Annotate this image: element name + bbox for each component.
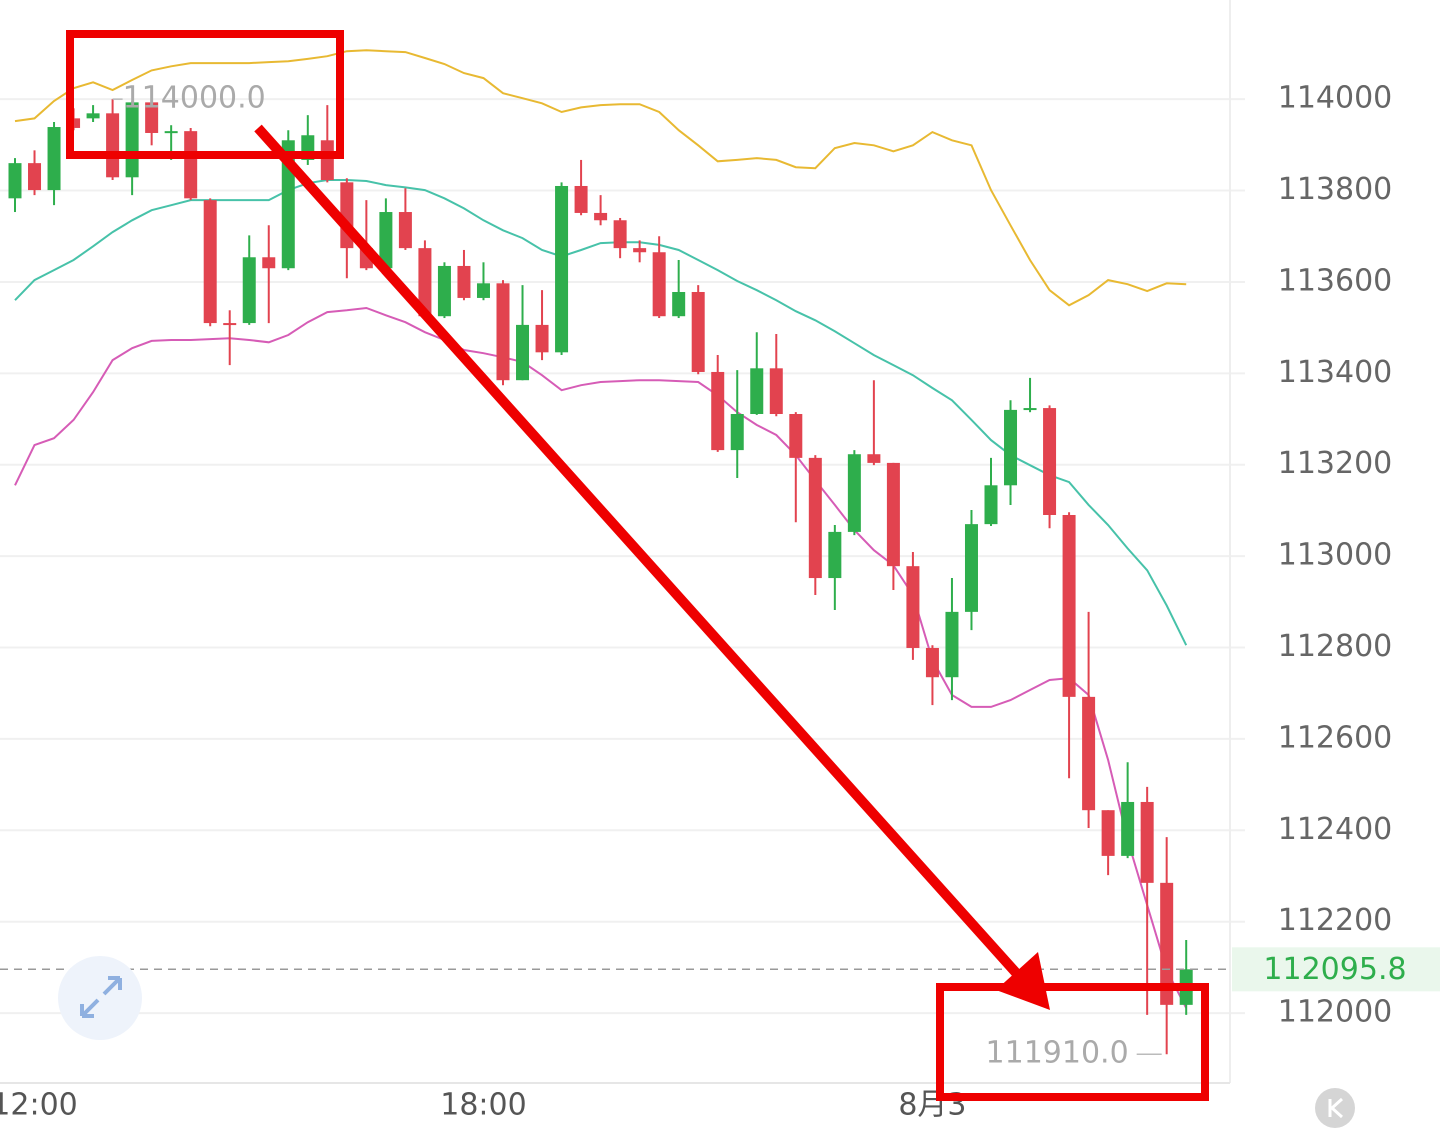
candle-body <box>925 647 939 678</box>
candle-body <box>242 257 256 324</box>
y-tick-label: 112600 <box>1278 720 1393 755</box>
candle-body <box>555 185 569 353</box>
candle-body <box>106 113 120 178</box>
candle-body <box>516 324 530 381</box>
candle-body <box>906 566 920 648</box>
candle-body <box>1121 801 1135 856</box>
candle-body <box>964 524 978 612</box>
candle-body <box>1004 409 1018 486</box>
labels: 112000 112200 112400 112600 112800 113000 1132… <box>0 81 1440 1123</box>
candle-body <box>262 257 276 269</box>
candle-body <box>437 265 451 317</box>
candle-body <box>847 454 861 532</box>
candle-body <box>398 212 412 249</box>
candle-body <box>594 212 608 221</box>
candle-body <box>8 163 22 199</box>
y-tick-label: 113200 <box>1278 446 1393 481</box>
x-tick-label: 12:00 <box>0 1088 78 1123</box>
arrow-head <box>996 952 1050 1010</box>
candle-body <box>652 252 666 317</box>
candle-body <box>711 371 725 451</box>
candle-body <box>867 454 881 463</box>
k-button[interactable] <box>1315 1088 1355 1128</box>
candle-body <box>47 127 61 191</box>
candle-body <box>457 265 471 298</box>
y-tick-label: 113000 <box>1278 538 1393 573</box>
x-tick-label: 8月3 <box>898 1088 966 1123</box>
candle-body <box>418 248 432 317</box>
band-line <box>14 306 1188 1009</box>
candle-body <box>223 323 237 326</box>
y-tick-label: 114000 <box>1278 81 1393 116</box>
candle-body <box>613 220 627 249</box>
candle-body <box>984 485 998 525</box>
candle-body <box>1140 801 1154 883</box>
candle-body <box>184 131 198 199</box>
expand-icon <box>80 976 122 1018</box>
candle-body <box>1160 882 1174 1005</box>
x-tick-label: 18:00 <box>440 1088 526 1123</box>
k-icon <box>1328 1097 1344 1119</box>
candle-body <box>203 200 217 324</box>
y-tick-label: 112000 <box>1278 995 1393 1030</box>
candle-body <box>535 324 549 353</box>
expand-button[interactable] <box>58 956 142 1040</box>
candle-body <box>496 283 510 381</box>
annotation-label: 111910.0 <box>986 1036 1129 1071</box>
candle-body <box>28 163 42 191</box>
candle-body <box>145 102 159 133</box>
grid <box>0 98 1245 1015</box>
candle-body <box>769 368 783 415</box>
candle-body <box>1023 408 1037 411</box>
annotation-label: 114000.0 <box>123 81 266 116</box>
arrow-shaft <box>254 124 1022 979</box>
candle-body <box>379 212 393 269</box>
last-price-label: 112095.8 <box>1263 952 1406 987</box>
y-tick-label: 113800 <box>1278 172 1393 207</box>
candle-body <box>574 185 588 213</box>
candle-body <box>1062 514 1076 697</box>
candle-body <box>86 113 100 119</box>
highlight-box <box>66 30 344 159</box>
candle-body <box>633 248 647 253</box>
candle-body <box>789 414 803 458</box>
candle-body <box>320 140 334 181</box>
candle-body <box>672 291 686 317</box>
candle-body <box>730 414 744 451</box>
candle-body <box>945 611 959 678</box>
candles <box>8 99 1193 1055</box>
last-price-tag <box>1232 947 1440 992</box>
candle-body <box>476 283 490 298</box>
y-tick-label: 113600 <box>1278 263 1393 298</box>
candle-body <box>750 368 764 415</box>
candle-body <box>164 131 178 134</box>
y-tick-label: 112400 <box>1278 812 1393 847</box>
highlight-box <box>936 983 1209 1101</box>
y-tick-label: 112200 <box>1278 903 1393 938</box>
y-tick-label: 112800 <box>1278 629 1393 664</box>
candle-body <box>691 291 705 372</box>
candle-body <box>828 531 842 579</box>
candle-body <box>886 462 900 567</box>
candle-body <box>1082 696 1096 811</box>
y-tick-label: 113400 <box>1278 355 1393 390</box>
candle-body <box>1043 408 1057 515</box>
band-line <box>14 49 1187 307</box>
candle-body <box>1101 810 1115 856</box>
candle-body <box>808 457 822 579</box>
